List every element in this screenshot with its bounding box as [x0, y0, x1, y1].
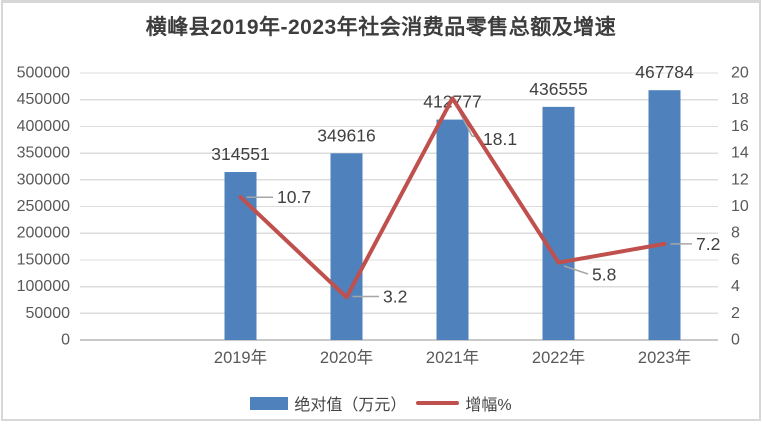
left-axis-tick-label: 350000 [17, 145, 70, 162]
right-axis-tick-label: 18 [731, 91, 749, 108]
right-axis-tick-label: 0 [731, 332, 740, 349]
left-axis-tick-label: 300000 [17, 171, 70, 188]
legend-line-series-label: 增幅% [465, 397, 512, 414]
left-axis-tick-label: 150000 [17, 251, 70, 268]
bar [330, 153, 363, 340]
x-axis-category-label: 2021年 [426, 348, 479, 367]
line-value-label: 7.2 [696, 234, 720, 254]
x-axis-category-label: 2020年 [320, 348, 373, 367]
x-axis-category-label: 2022年 [532, 348, 585, 367]
right-axis-tick-label: 10 [731, 198, 749, 215]
bar-value-label: 314551 [211, 144, 269, 164]
right-axis-tick-label: 2 [731, 305, 740, 322]
right-axis-tick-label: 20 [731, 65, 749, 82]
line-value-label: 18.1 [483, 129, 517, 149]
x-axis-category-label: 2019年 [214, 348, 267, 367]
legend-bar-series-label: 绝对值（万元） [294, 397, 407, 414]
line-value-label: 10.7 [277, 187, 311, 207]
x-axis-category-label: 2023年 [638, 348, 691, 367]
right-axis-tick-label: 14 [731, 145, 749, 162]
left-axis-tick-label: 450000 [17, 91, 70, 108]
leader-line [563, 265, 589, 275]
line-value-label: 3.2 [383, 287, 407, 307]
left-axis-tick-label: 50000 [26, 305, 71, 322]
bar [542, 106, 575, 340]
chart-title: 横峰县2019年-2023年社会消费品零售总额及增速 [145, 16, 617, 39]
legend-bar-swatch-icon [250, 396, 289, 410]
bar-value-label: 436555 [529, 79, 587, 99]
left-axis-tick-label: 400000 [17, 118, 70, 135]
legend: 绝对值（万元） 增幅% [0, 392, 762, 414]
right-axis-tick-label: 16 [731, 118, 749, 135]
left-axis-tick-label: 100000 [17, 278, 70, 295]
bar [648, 90, 681, 341]
right-axis-tick-label: 4 [731, 278, 740, 295]
left-axis-tick-label: 0 [61, 332, 70, 349]
chart-frame [1, 0, 761, 421]
left-axis-tick-label: 250000 [17, 198, 70, 215]
right-axis-tick-label: 12 [731, 171, 749, 188]
bar-value-label: 349616 [317, 125, 375, 145]
left-axis-tick-label: 200000 [17, 225, 70, 242]
trend-line [238, 96, 667, 300]
right-axis-tick-label: 6 [731, 251, 740, 268]
legend-line-swatch-icon [416, 401, 460, 405]
right-axis-tick-label: 8 [731, 225, 740, 242]
left-axis-tick-label: 500000 [17, 65, 70, 82]
bar [436, 119, 469, 340]
line-value-label: 5.8 [592, 265, 616, 285]
bar [224, 172, 257, 340]
bar-value-label: 467784 [635, 62, 694, 82]
